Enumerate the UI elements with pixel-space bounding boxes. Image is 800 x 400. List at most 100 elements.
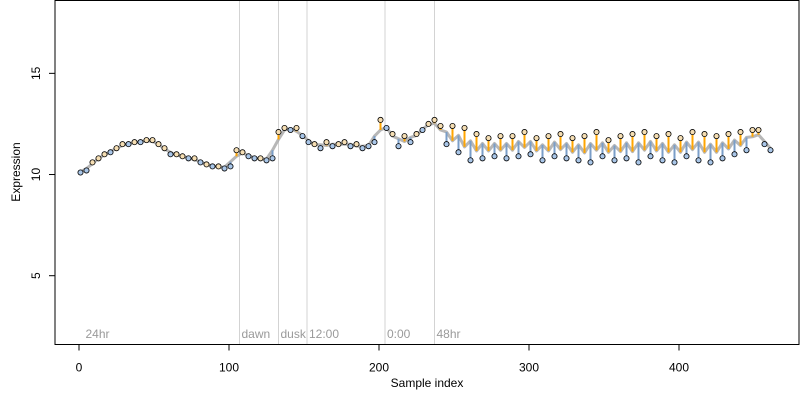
- data-point: [515, 153, 522, 160]
- data-point: [377, 116, 384, 123]
- data-point: [731, 151, 738, 158]
- marker-label: 12:00: [309, 327, 339, 341]
- data-point: [419, 127, 426, 134]
- data-point: [107, 149, 114, 156]
- data-point: [353, 141, 360, 148]
- data-point: [593, 129, 600, 136]
- marker-lines: [239, 0, 435, 345]
- data-point: [89, 159, 96, 166]
- data-point: [365, 143, 372, 150]
- data-point: [113, 145, 120, 152]
- data-point: [77, 169, 84, 176]
- data-point: [407, 139, 414, 146]
- data-point: [503, 155, 510, 162]
- data-point: [293, 124, 300, 131]
- data-point: [137, 139, 144, 146]
- data-point: [281, 124, 288, 131]
- data-point: [743, 147, 750, 154]
- data-point: [401, 133, 408, 140]
- data-point: [545, 133, 552, 140]
- x-axis: 0 100 200 300 400: [76, 344, 689, 375]
- y-axis: 5 10 15: [29, 66, 55, 279]
- data-point: [287, 127, 294, 134]
- data-point: [521, 129, 528, 136]
- data-point: [263, 157, 270, 164]
- x-axis-title: Sample index: [391, 376, 464, 390]
- data-point: [359, 145, 366, 152]
- y-tick-label: 10: [29, 168, 43, 182]
- data-point: [647, 153, 654, 160]
- marker-label: 0:00: [387, 327, 411, 341]
- data-point: [389, 131, 396, 138]
- data-point: [395, 143, 402, 150]
- data-point: [641, 129, 648, 136]
- data-point: [299, 133, 306, 140]
- data-point: [443, 141, 450, 148]
- data-point: [305, 139, 312, 146]
- data-point: [275, 129, 282, 136]
- data-point: [725, 131, 732, 138]
- data-point: [431, 116, 438, 123]
- data-point: [491, 153, 498, 160]
- data-point: [767, 147, 774, 154]
- data-point: [173, 151, 180, 158]
- y-tick-label: 5: [29, 272, 43, 279]
- data-point: [371, 139, 378, 146]
- data-point: [635, 159, 642, 166]
- data-point: [221, 165, 228, 172]
- data-point: [269, 155, 276, 162]
- data-point: [185, 155, 192, 162]
- data-point: [131, 139, 138, 146]
- data-point: [629, 131, 636, 138]
- data-point: [575, 157, 582, 164]
- data-point: [533, 135, 540, 142]
- data-point: [233, 147, 240, 154]
- data-point: [605, 137, 612, 144]
- data-point: [227, 163, 234, 170]
- data-point: [203, 161, 210, 168]
- data-point: [341, 139, 348, 146]
- data-point: [329, 143, 336, 150]
- data-point: [245, 153, 252, 160]
- data-point: [659, 157, 666, 164]
- marker-label: dawn: [242, 327, 271, 341]
- data-point: [197, 159, 204, 166]
- marker-label: 48hr: [437, 327, 461, 341]
- data-point: [251, 155, 258, 162]
- x-tick-label: 100: [219, 361, 239, 375]
- data-point: [527, 151, 534, 158]
- x-tick-label: 400: [669, 361, 689, 375]
- y-tick-label: 15: [29, 66, 43, 80]
- data-point: [179, 153, 186, 160]
- data-point: [347, 143, 354, 150]
- data-point: [509, 133, 516, 140]
- data-point: [497, 133, 504, 140]
- marker-labels: 24hr dawn dusk 12:00 0:00 48hr: [86, 327, 461, 341]
- data-point: [425, 120, 432, 127]
- data-point: [191, 155, 198, 162]
- data-point: [737, 129, 744, 136]
- marker-label: dusk: [281, 327, 307, 341]
- data-point: [335, 141, 342, 148]
- data-point: [437, 122, 444, 129]
- data-point: [617, 133, 624, 140]
- x-tick-label: 300: [519, 361, 539, 375]
- data-point: [473, 131, 480, 138]
- data-point: [239, 149, 246, 156]
- data-point: [467, 157, 474, 164]
- data-points: [77, 116, 774, 176]
- data-point: [599, 153, 606, 160]
- y-axis-title: Expression: [9, 142, 23, 201]
- data-point: [539, 157, 546, 164]
- data-point: [455, 149, 462, 156]
- data-point: [155, 141, 162, 148]
- data-point: [209, 163, 216, 170]
- data-point: [587, 159, 594, 166]
- data-point: [653, 133, 660, 140]
- data-point: [761, 141, 768, 148]
- data-point: [101, 151, 108, 158]
- data-point: [257, 155, 264, 162]
- data-point: [695, 157, 702, 164]
